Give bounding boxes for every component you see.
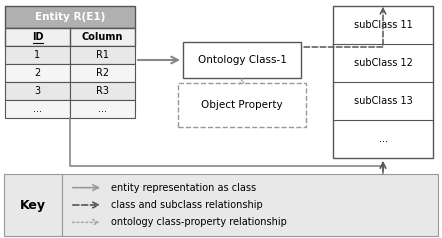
Text: Entity R(E1): Entity R(E1) [35, 12, 105, 22]
Text: R1: R1 [96, 50, 109, 60]
FancyBboxPatch shape [183, 42, 301, 78]
Text: Column: Column [82, 32, 123, 42]
FancyBboxPatch shape [5, 100, 70, 118]
Text: subClass 11: subClass 11 [354, 20, 412, 30]
Text: class and subclass relationship: class and subclass relationship [111, 200, 263, 210]
Text: R2: R2 [96, 68, 109, 78]
Text: Key: Key [20, 198, 46, 212]
Text: ...: ... [98, 104, 107, 114]
FancyBboxPatch shape [5, 28, 135, 46]
Text: ...: ... [33, 104, 42, 114]
FancyBboxPatch shape [4, 174, 438, 236]
FancyBboxPatch shape [70, 82, 135, 100]
FancyBboxPatch shape [70, 64, 135, 82]
Text: subClass 12: subClass 12 [354, 58, 412, 68]
Text: R3: R3 [96, 86, 109, 96]
FancyBboxPatch shape [70, 46, 135, 64]
Text: 2: 2 [34, 68, 41, 78]
FancyBboxPatch shape [333, 6, 433, 158]
Text: entity representation as class: entity representation as class [111, 183, 256, 193]
FancyBboxPatch shape [5, 46, 70, 64]
FancyBboxPatch shape [70, 100, 135, 118]
Text: ontology class-property relationship: ontology class-property relationship [111, 217, 287, 227]
FancyBboxPatch shape [5, 6, 135, 28]
Text: Ontology Class-1: Ontology Class-1 [198, 55, 286, 65]
Text: Object Property: Object Property [201, 100, 283, 110]
Text: ID: ID [32, 32, 43, 42]
Text: ...: ... [378, 134, 388, 144]
Text: 3: 3 [34, 86, 41, 96]
FancyBboxPatch shape [5, 64, 70, 82]
Text: 1: 1 [34, 50, 41, 60]
Text: subClass 13: subClass 13 [354, 96, 412, 106]
FancyBboxPatch shape [5, 82, 70, 100]
FancyBboxPatch shape [178, 83, 306, 127]
